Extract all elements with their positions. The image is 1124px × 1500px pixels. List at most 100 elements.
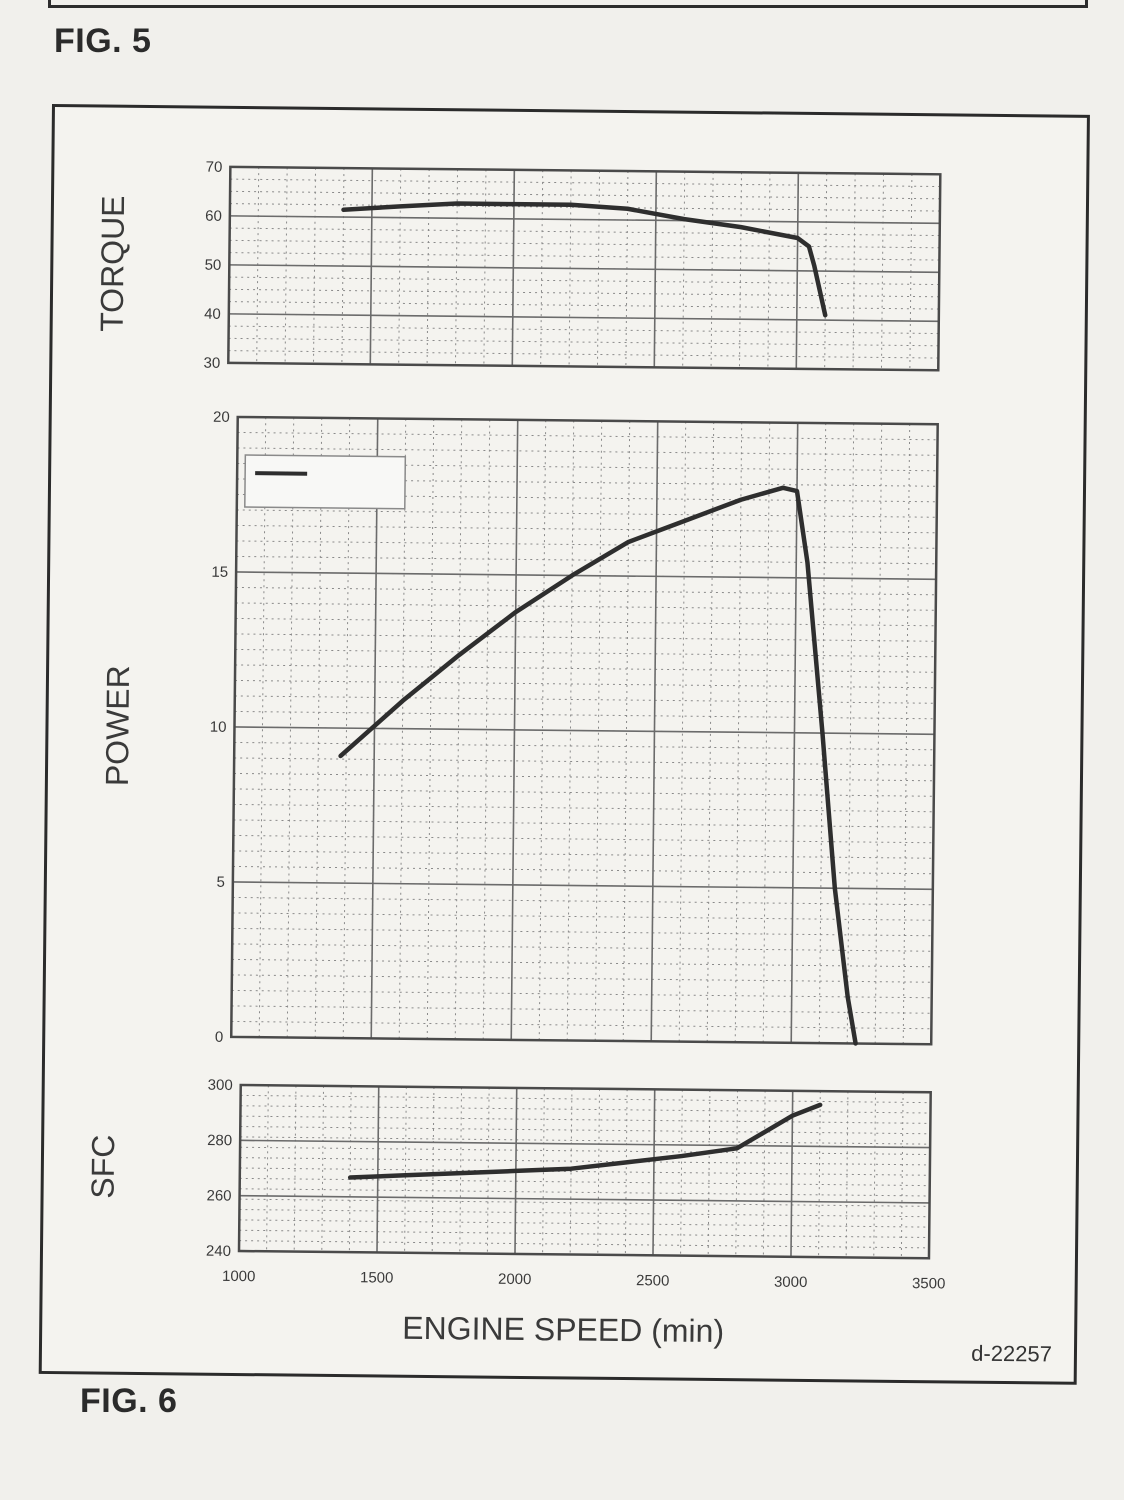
power-minor-gridline xyxy=(232,943,933,952)
power-minor-gridline xyxy=(231,1005,932,1014)
power-minor-gridline xyxy=(236,524,937,534)
sfc-minor-gridline xyxy=(597,1088,601,1255)
power-minor-gridline xyxy=(236,540,937,549)
power-minor-gridline xyxy=(762,422,771,1043)
sfc-minor-gridline xyxy=(486,1087,490,1254)
power-y-axis-label: POWER xyxy=(99,665,136,786)
power-minor-gridline xyxy=(232,912,933,921)
power-minor-gridline xyxy=(234,679,935,689)
torque-major-gridline xyxy=(229,264,940,274)
torque-minor-gridline xyxy=(228,301,939,310)
power-minor-gridline xyxy=(706,421,715,1042)
sfc-y-axis-label: SFC xyxy=(85,1134,122,1198)
legend-line-swatch xyxy=(255,471,308,476)
power-major-gridline xyxy=(234,726,935,736)
sfc-minor-gridline xyxy=(240,1115,931,1124)
power-plot-frame xyxy=(229,415,939,1046)
sfc-minor-gridline xyxy=(240,1105,931,1114)
power-minor-gridline xyxy=(398,418,407,1039)
sfc-y-tick-label: 300 xyxy=(208,1077,233,1094)
sfc-minor-gridline xyxy=(707,1089,711,1256)
torque-minor-gridline xyxy=(229,239,940,249)
torque-y-tick-label: 40 xyxy=(204,306,221,323)
power-minor-gridline xyxy=(258,417,267,1038)
sfc-major-gridline xyxy=(790,1090,794,1257)
torque-major-gridline xyxy=(229,215,940,225)
sfc-minor-gridline xyxy=(321,1085,325,1252)
power-minor-gridline xyxy=(235,586,936,596)
power-minor-gridline xyxy=(342,418,351,1039)
power-series-line xyxy=(338,485,858,1046)
torque-major-gridline xyxy=(511,169,516,366)
power-minor-gridline xyxy=(231,1020,932,1030)
power-minor-gridline xyxy=(235,617,936,627)
sfc-minor-gridline xyxy=(762,1090,766,1257)
sfc-minor-gridline xyxy=(239,1167,930,1176)
power-minor-gridline xyxy=(846,423,855,1044)
power-minor-gridline xyxy=(233,850,934,859)
sfc-minor-gridline xyxy=(239,1209,930,1218)
power-minor-gridline xyxy=(234,710,935,720)
power-major-gridline xyxy=(790,422,799,1043)
torque-major-gridline xyxy=(795,172,800,369)
sfc-minor-gridline xyxy=(240,1126,931,1135)
sfc-minor-gridline xyxy=(348,1086,352,1253)
figure-frame: 70 60 50 40 30 TORQUE 20 15 10 5 0 POWER 300 280 260 24… xyxy=(38,104,1090,1385)
power-minor-gridline xyxy=(594,420,603,1041)
sfc-minor-gridline xyxy=(459,1087,463,1254)
sfc-minor-gridline xyxy=(239,1240,930,1249)
power-minor-gridline xyxy=(235,602,936,611)
power-minor-gridline xyxy=(818,423,827,1044)
sfc-major-gridline xyxy=(239,1194,930,1204)
power-minor-gridline xyxy=(237,478,938,487)
power-minor-gridline xyxy=(235,664,936,673)
power-major-gridline xyxy=(232,881,933,891)
power-y-tick-label: 5 xyxy=(216,874,225,891)
power-y-tick-label: 15 xyxy=(211,564,228,581)
power-minor-gridline xyxy=(236,555,937,565)
power-minor-gridline xyxy=(236,493,937,503)
x-tick-label: 2500 xyxy=(636,1272,670,1289)
power-minor-gridline xyxy=(235,648,936,658)
power-minor-gridline xyxy=(538,420,547,1041)
power-minor-gridline xyxy=(237,447,938,456)
fig-5-label: FIG. 5 xyxy=(54,22,152,60)
torque-minor-gridline xyxy=(229,227,940,237)
power-minor-gridline xyxy=(237,431,938,441)
power-minor-gridline xyxy=(902,423,911,1044)
power-minor-gridline xyxy=(234,757,935,766)
torque-minor-gridline xyxy=(228,350,939,359)
sfc-minor-gridline xyxy=(240,1136,931,1145)
torque-y-tick-label: 50 xyxy=(205,257,222,274)
sfc-plot-frame xyxy=(237,1083,932,1260)
power-y-tick-label: 20 xyxy=(213,409,230,426)
power-minor-gridline xyxy=(286,417,295,1038)
sfc-minor-gridline xyxy=(239,1198,930,1207)
power-minor-gridline xyxy=(454,419,463,1040)
power-minor-gridline xyxy=(231,974,932,983)
sfc-minor-gridline xyxy=(680,1089,683,1256)
sfc-major-gridline xyxy=(652,1089,656,1256)
sfc-minor-gridline xyxy=(900,1091,904,1258)
power-minor-gridline xyxy=(426,419,435,1039)
sfc-series-line xyxy=(347,1102,823,1180)
power-minor-gridline xyxy=(233,772,934,782)
power-major-gridline xyxy=(236,571,937,581)
power-minor-gridline xyxy=(235,633,936,642)
torque-major-gridline xyxy=(653,171,658,368)
power-minor-gridline xyxy=(232,958,933,968)
power-minor-gridline xyxy=(231,989,932,999)
sfc-minor-gridline xyxy=(239,1188,930,1197)
torque-minor-gridline xyxy=(229,252,940,261)
power-minor-gridline xyxy=(234,695,935,704)
power-major-gridline xyxy=(650,421,659,1042)
torque-plot-frame xyxy=(227,165,942,372)
sfc-minor-gridline xyxy=(624,1089,628,1256)
drawing-code: d-22257 xyxy=(971,1340,1053,1367)
power-y-tick-label: 0 xyxy=(215,1029,224,1046)
power-y-tick-label: 10 xyxy=(210,719,227,736)
sfc-minor-gridline xyxy=(735,1090,739,1257)
torque-major-gridline xyxy=(369,168,374,365)
sfc-minor-gridline xyxy=(239,1219,930,1228)
power-major-gridline xyxy=(510,419,519,1040)
